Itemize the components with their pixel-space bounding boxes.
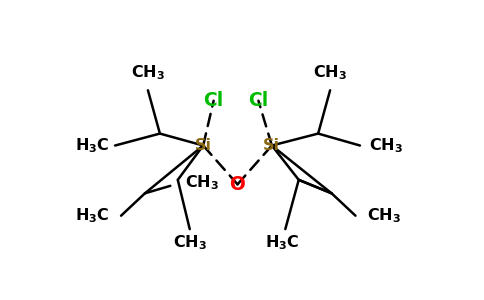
Text: $\mathregular{CH_3}$: $\mathregular{CH_3}$ <box>313 63 347 82</box>
Text: O: O <box>229 175 245 194</box>
Text: $\mathregular{CH_3}$: $\mathregular{CH_3}$ <box>131 63 165 82</box>
Text: $\mathregular{CH_3}$: $\mathregular{CH_3}$ <box>185 173 219 192</box>
Text: Cl: Cl <box>248 91 269 110</box>
Text: $\mathregular{H_3C}$: $\mathregular{H_3C}$ <box>75 206 109 225</box>
Text: $\mathregular{CH_3}$: $\mathregular{CH_3}$ <box>173 233 207 252</box>
Text: Cl: Cl <box>203 91 224 110</box>
Text: $\mathregular{H_3C}$: $\mathregular{H_3C}$ <box>75 136 109 155</box>
Text: $\mathregular{H_3C}$: $\mathregular{H_3C}$ <box>265 233 300 252</box>
Text: Si: Si <box>263 138 280 153</box>
Text: Si: Si <box>195 138 212 153</box>
Text: $\mathregular{CH_3}$: $\mathregular{CH_3}$ <box>369 136 403 155</box>
Text: $\mathregular{CH_3}$: $\mathregular{CH_3}$ <box>367 206 401 225</box>
